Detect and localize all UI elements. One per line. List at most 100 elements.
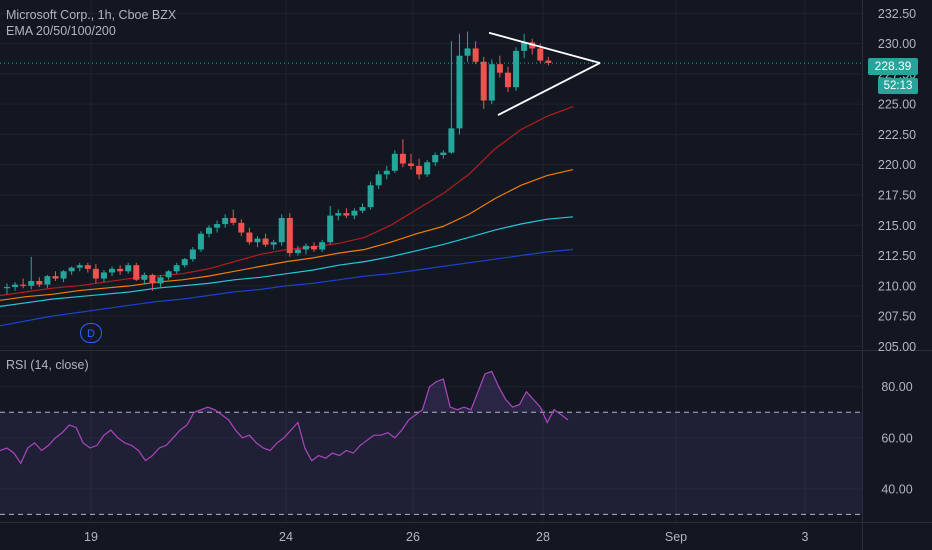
ema-legend[interactable]: EMA 20/50/100/200 <box>6 24 116 38</box>
rsi-legend[interactable]: RSI (14, close) <box>6 358 89 372</box>
candle[interactable] <box>319 239 326 252</box>
candle[interactable] <box>222 214 229 228</box>
candle[interactable] <box>416 158 423 180</box>
price-axis[interactable]: 232.50230.00227.50225.00222.50220.00217.… <box>878 7 916 496</box>
candle[interactable] <box>28 256 35 290</box>
candle[interactable] <box>521 33 528 59</box>
candle[interactable] <box>286 213 293 257</box>
price-tick-label: 212.50 <box>878 249 916 263</box>
candle[interactable] <box>432 152 439 166</box>
triangle-pattern[interactable] <box>0 31 862 116</box>
dividend-marker[interactable]: D <box>80 323 102 343</box>
candle[interactable] <box>125 262 132 274</box>
candle[interactable] <box>12 282 19 291</box>
candle[interactable] <box>456 33 463 135</box>
candle[interactable] <box>44 274 51 289</box>
ema-lines <box>0 106 574 327</box>
candle[interactable] <box>189 247 196 262</box>
candle[interactable] <box>117 265 124 275</box>
candle[interactable] <box>214 220 221 233</box>
candle[interactable] <box>4 283 10 295</box>
candle[interactable] <box>52 271 59 281</box>
symbol-title[interactable]: Microsoft Corp., 1h, Cboe BZX <box>6 8 177 22</box>
candle[interactable] <box>383 165 390 180</box>
price-tick-label: 220.00 <box>878 158 916 172</box>
candle[interactable] <box>440 150 447 159</box>
candle[interactable] <box>302 243 309 255</box>
candle[interactable] <box>270 239 277 250</box>
candle[interactable] <box>504 66 511 93</box>
time-tick-label: 24 <box>279 530 293 544</box>
candle[interactable] <box>529 38 536 55</box>
time-tick-label: Sep <box>665 530 687 544</box>
candle[interactable] <box>20 278 27 289</box>
candle[interactable] <box>496 55 503 78</box>
time-tick-label: 3 <box>802 530 809 544</box>
price-tick-label: 222.50 <box>878 128 916 142</box>
candle[interactable] <box>36 277 43 288</box>
time-tick-label: 26 <box>406 530 420 544</box>
candle[interactable] <box>311 242 318 252</box>
price-tick-label: 230.00 <box>878 37 916 51</box>
price-tick-label: 232.50 <box>878 7 916 21</box>
candle[interactable] <box>375 170 382 189</box>
candle[interactable] <box>335 209 342 221</box>
candle[interactable] <box>408 153 414 170</box>
candle[interactable] <box>181 257 188 268</box>
rsi-tick-label: 80.00 <box>881 380 912 394</box>
candle[interactable] <box>367 181 374 210</box>
candle[interactable] <box>157 274 164 288</box>
candle[interactable] <box>165 270 172 280</box>
candle[interactable] <box>100 270 107 283</box>
candle[interactable] <box>448 41 455 154</box>
candle[interactable] <box>327 205 334 245</box>
candle[interactable] <box>545 56 552 66</box>
candle[interactable] <box>141 272 148 285</box>
candle[interactable] <box>246 227 253 245</box>
candle[interactable] <box>343 208 350 218</box>
candle[interactable] <box>230 209 237 226</box>
rsi-tick-label: 40.00 <box>881 482 912 496</box>
candle[interactable] <box>480 56 487 109</box>
candle[interactable] <box>278 214 285 246</box>
price-tick-label: 207.50 <box>878 310 916 324</box>
candle[interactable] <box>472 41 479 65</box>
price-tick-label: 205.00 <box>878 340 916 354</box>
ema200-line <box>0 248 574 327</box>
candle[interactable] <box>359 203 366 214</box>
candle[interactable] <box>92 264 99 284</box>
candle[interactable] <box>68 266 75 275</box>
price-tick-label: 210.00 <box>878 279 916 293</box>
candle[interactable] <box>133 262 140 281</box>
candles[interactable] <box>4 31 552 295</box>
candle[interactable] <box>109 266 116 277</box>
ema50-line <box>0 169 574 301</box>
candle[interactable] <box>206 225 212 238</box>
candle[interactable] <box>149 273 156 291</box>
candle[interactable] <box>238 219 245 237</box>
candle[interactable] <box>294 245 301 256</box>
candle[interactable] <box>424 159 431 177</box>
candle[interactable] <box>464 31 471 62</box>
candle[interactable] <box>351 208 358 220</box>
candle[interactable] <box>391 150 398 174</box>
candle[interactable] <box>84 262 91 273</box>
last-price-badge: 228.39 <box>868 58 918 75</box>
countdown-badge: 52:13 <box>878 78 918 94</box>
candle[interactable] <box>254 236 261 248</box>
candle[interactable] <box>488 59 495 105</box>
candle[interactable] <box>399 139 406 168</box>
candle[interactable] <box>76 262 83 272</box>
candle[interactable] <box>173 262 180 274</box>
candle[interactable] <box>513 47 520 91</box>
candle[interactable] <box>262 233 269 248</box>
price-tick-label: 217.50 <box>878 188 916 202</box>
candle[interactable] <box>197 231 204 252</box>
candle[interactable] <box>60 270 67 283</box>
time-axis[interactable]: 19 24 26 28 Sep 3 <box>84 530 808 544</box>
rsi-band-fill <box>0 371 862 515</box>
ema20-line <box>0 106 574 297</box>
